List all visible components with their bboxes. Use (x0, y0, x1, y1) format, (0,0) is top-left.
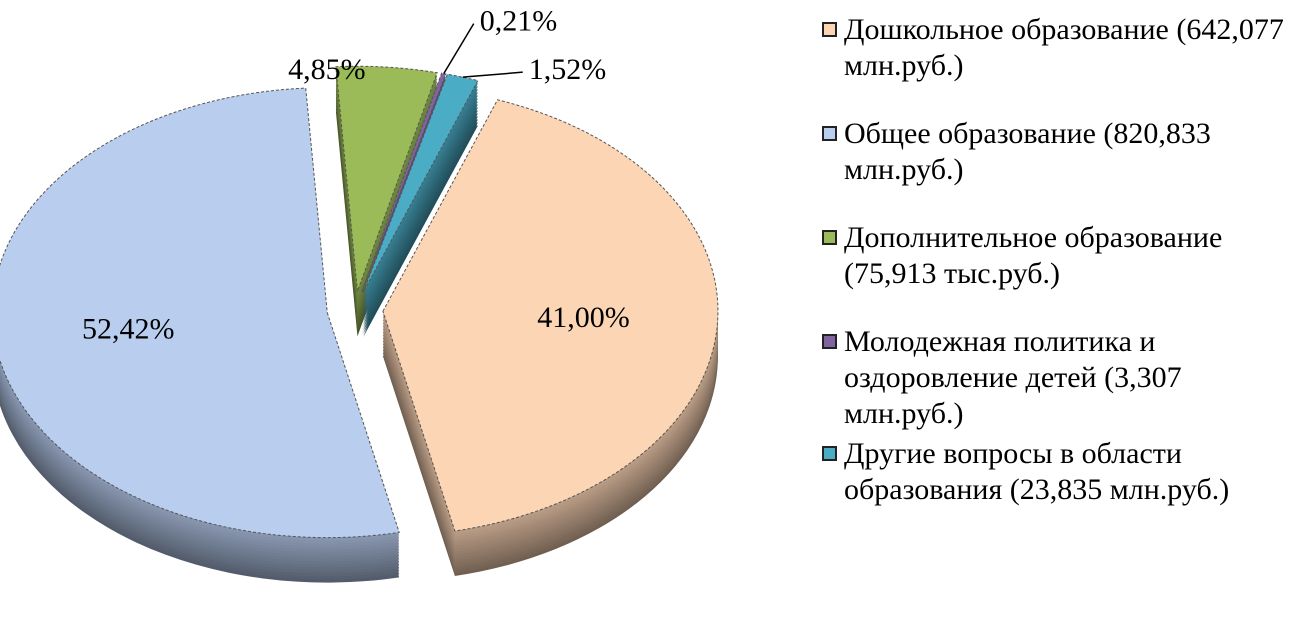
data-label: 4,85% (288, 53, 366, 86)
slice (335, 65, 438, 292)
legend-item: Общее образование (820,833 млн.руб.) (820, 116, 1295, 188)
legend-swatch (822, 22, 837, 37)
slice (361, 72, 447, 292)
legend-item: Молодежная политика и оздоровление детей… (820, 324, 1295, 432)
legend-swatch (822, 446, 837, 461)
legend-label: Молодежная политика и оздоровление детей… (844, 325, 1182, 430)
legend-swatch (822, 126, 837, 141)
data-label: 52,42% (82, 312, 175, 345)
leader-line (443, 23, 475, 74)
legend-item: Дошкольное образование (642,077 млн.руб.… (820, 12, 1295, 84)
legend-swatch (822, 334, 837, 349)
data-label: 1,52% (529, 53, 607, 86)
legend: Дошкольное образование (642,077 млн.руб.… (820, 12, 1295, 540)
slice (0, 87, 400, 539)
legend-swatch (822, 230, 837, 245)
data-label: 41,00% (537, 301, 630, 334)
chart: 41,00% 52,42% 4,85% 0,21% 1,52% (0, 4, 719, 583)
legend-label: Дошкольное образование (642,077 млн.руб.… (844, 13, 1284, 82)
legend-label: Общее образование (820,833 млн.руб.) (844, 117, 1211, 186)
legend-item: Другие вопросы в области образования (23… (820, 436, 1295, 508)
legend-label: Другие вопросы в области образования (23… (844, 437, 1230, 506)
slice (362, 73, 479, 293)
data-label: 0,21% (480, 4, 558, 37)
leader-line (462, 71, 523, 78)
legend-label: Дополнительное образование (75,913 тыс.р… (844, 221, 1223, 290)
legend-item: Дополнительное образование (75,913 тыс.р… (820, 220, 1295, 292)
slice (382, 99, 719, 532)
